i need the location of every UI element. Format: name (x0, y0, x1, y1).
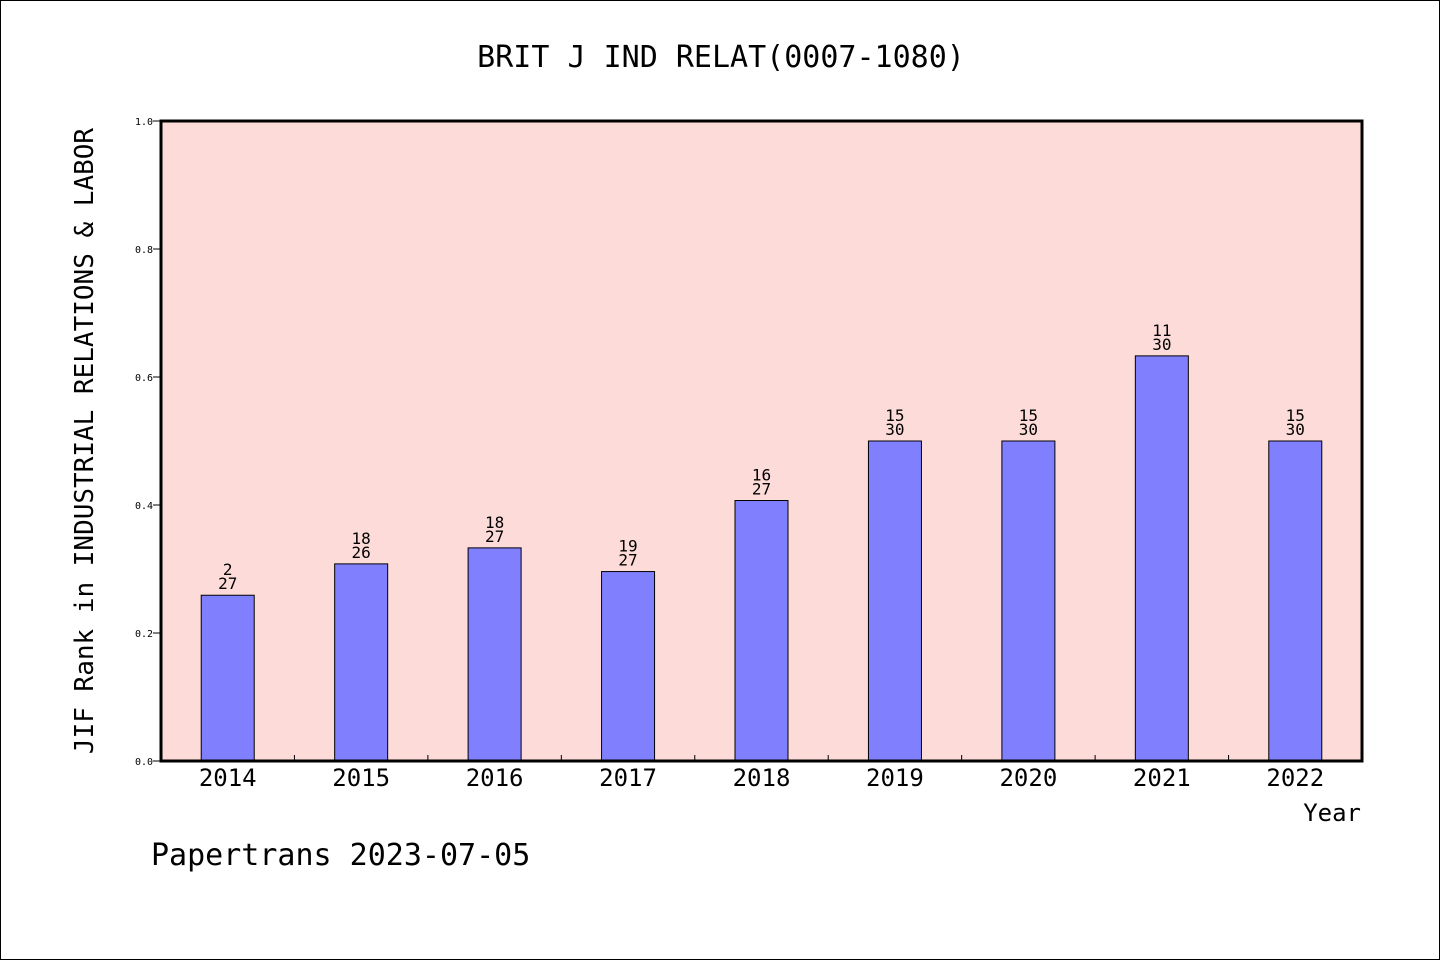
x-tick-label: 2015 (332, 764, 390, 792)
bar-total-label: 30 (1152, 335, 1171, 354)
bar-total-label: 30 (885, 420, 904, 439)
bar-2014 (200, 594, 255, 762)
bar-total-label: 26 (352, 543, 371, 562)
y-tick-label: 1.0 (135, 117, 153, 128)
x-tick-label: 2016 (466, 764, 524, 792)
footer-watermark: Papertrans 2023-07-05 (151, 838, 530, 873)
bar-rank-label: 15 (1019, 406, 1038, 425)
chart-title: BRIT J IND RELAT(0007-1080) (477, 40, 965, 75)
x-tick-label: 2014 (199, 764, 257, 792)
y-axis-ticks: 0.0 0.2 0.4 0.6 0.8 1.0 (135, 117, 161, 768)
y-tick-label: 0.8 (135, 245, 153, 256)
x-tick-label: 2020 (999, 764, 1057, 792)
y-tick-label: 0.2 (135, 629, 153, 640)
bar-2016 (467, 547, 522, 762)
bar-2022 (1268, 440, 1323, 762)
bar-rank-label: 15 (885, 406, 904, 425)
plot-border (159, 119, 1364, 763)
y-tick-label: 0.6 (135, 373, 153, 384)
bar-2018 (734, 500, 789, 762)
x-tick-label: 2022 (1266, 764, 1324, 792)
y-axis-label: JIF Rank in INDUSTRIAL RELATIONS & LABOR (70, 128, 100, 754)
bar-total-label: 27 (618, 551, 637, 570)
bar-2017 (601, 571, 656, 762)
x-axis-ticks: 2014 2015 2016 2017 2018 2019 2020 2021 2022 (199, 755, 1324, 792)
bar-rank-label: 19 (618, 537, 637, 556)
bar-total-label: 27 (218, 574, 237, 593)
bar-rank-label: 18 (352, 529, 371, 548)
bar-rank-label: 11 (1152, 321, 1171, 340)
bar-2020 (1001, 440, 1056, 762)
bar-rank-label: 18 (485, 513, 504, 532)
bar-total-label: 30 (1019, 420, 1038, 439)
y-tick-label: 0.4 (135, 501, 153, 512)
bar-total-label: 27 (752, 480, 771, 499)
bar-2019 (867, 440, 922, 762)
bar-total-label: 27 (485, 527, 504, 546)
x-tick-label: 2019 (866, 764, 924, 792)
bar-rank-label: 15 (1286, 406, 1305, 425)
bar-rank-label: 16 (752, 466, 771, 485)
x-axis-label: Year (1303, 799, 1361, 827)
bar-2015 (334, 563, 389, 762)
x-tick-label: 2018 (733, 764, 791, 792)
x-tick-label: 2021 (1133, 764, 1191, 792)
x-tick-label: 2017 (599, 764, 657, 792)
bar-total-label: 30 (1286, 420, 1305, 439)
bar-2021 (1134, 355, 1189, 762)
bar-rank-label: 2 (223, 560, 233, 579)
y-tick-label: 0.0 (135, 757, 153, 768)
